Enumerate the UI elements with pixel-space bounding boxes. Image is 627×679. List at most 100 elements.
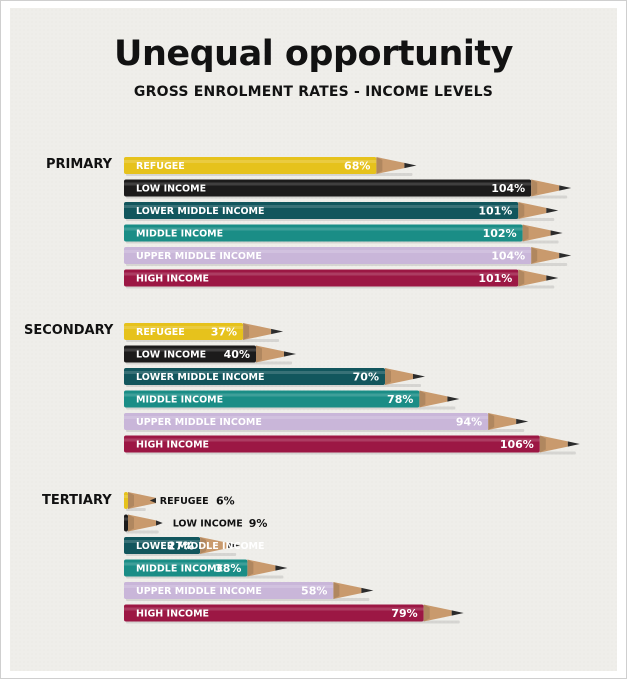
pencil-graphite-primary-lower-middle-income (546, 207, 559, 214)
pencil-highlight-primary-lower-middle-income (124, 205, 519, 208)
pencil-wood-edge-secondary-middle-income (419, 390, 426, 408)
value-label-secondary-middle-income: 78% (387, 393, 413, 406)
pencil-wood-edge-primary-lower-middle-income (518, 202, 525, 219)
pencil-body-primary-middle-income (124, 224, 523, 242)
pencil-highlight-tertiary-middle-income (124, 562, 248, 566)
value-label-secondary-refugee: 37% (211, 326, 237, 339)
pencil-highlight-secondary-refugee (124, 326, 244, 329)
pencil-wood-primary-low-income (531, 179, 560, 197)
chart-title: Unequal opportunity (114, 34, 513, 74)
pencil-wood-primary-high-income (518, 269, 547, 287)
pencil-wood-edge-tertiary-lower-middle-income (200, 537, 207, 554)
pencil-body-tertiary-refugee (124, 492, 128, 509)
pencil-highlight-secondary-high-income (124, 438, 540, 442)
pencil-graphite-primary-low-income (559, 185, 572, 191)
pencil-graphite-tertiary-middle-income (275, 565, 288, 571)
value-label-primary-upper-middle-income: 104% (491, 250, 525, 263)
value-label-tertiary-high-income: 79% (391, 607, 417, 620)
pencil-graphite-primary-upper-middle-income (559, 252, 572, 259)
category-label-primary-middle-income: MIDDLE INCOME (136, 229, 223, 240)
pencil-graphite-primary-refugee (404, 162, 417, 169)
pencil-wood-tertiary-high-income (423, 604, 452, 622)
category-label-secondary-low-income: LOW INCOME (136, 350, 206, 361)
pencil-highlight-secondary-low-income (124, 348, 256, 352)
pencil-graphite-secondary-middle-income (447, 396, 460, 402)
pencil-wood-primary-upper-middle-income (531, 247, 560, 264)
value-label-secondary-upper-middle-income: 94% (456, 416, 482, 429)
pencil-wood-edge-primary-low-income (531, 179, 538, 197)
pencil-body-primary-lower-middle-income (124, 202, 519, 219)
value-label-tertiary-lower-middle-income: 27% (168, 540, 194, 553)
category-label-secondary-refugee: REFUGEE (136, 327, 185, 338)
pencil-wood-edge-secondary-low-income (256, 345, 262, 363)
category-label-primary-refugee: REFUGEE (136, 161, 185, 172)
pencil-highlight-primary-middle-income (124, 227, 523, 231)
group-label-primary: PRIMARY (46, 157, 113, 172)
pencil-graphite-secondary-refugee (271, 328, 284, 335)
paper-background (10, 8, 617, 671)
category-label-tertiary-lower-middle-income: LOWER MIDDLE INCOME (136, 541, 264, 552)
pencil-body-tertiary-middle-income (124, 559, 248, 577)
pencil-wood-edge-primary-upper-middle-income (531, 247, 538, 264)
pencil-graphite-tertiary-high-income (451, 610, 464, 616)
category-label-primary-high-income: HIGH INCOME (136, 274, 209, 285)
value-label-primary-high-income: 101% (478, 272, 512, 285)
value-label-secondary-low-income: 40% (224, 348, 250, 361)
pencil-wood-edge-secondary-upper-middle-income (488, 413, 495, 430)
pencil-wood-edge-tertiary-refugee (128, 492, 134, 509)
value-label-primary-low-income: 104% (491, 182, 525, 195)
chart-subtitle: GROSS ENROLMENT RATES - INCOME LEVELS (133, 84, 494, 100)
category-label-secondary-upper-middle-income: UPPER MIDDLE INCOME (136, 417, 262, 428)
pencil-wood-edge-secondary-refugee (243, 323, 250, 340)
category-label-tertiary-high-income: HIGH INCOME (136, 609, 209, 620)
group-label-tertiary: TERTIARY (42, 493, 112, 508)
value-label-primary-middle-income: 102% (483, 227, 517, 240)
value-label-tertiary-refugee: 6% (216, 495, 235, 508)
category-label-primary-low-income: LOW INCOME (136, 184, 206, 195)
pencil-highlight-primary-upper-middle-income (124, 250, 532, 253)
pencil-body-tertiary-high-income (124, 604, 424, 622)
pencil-graphite-secondary-low-income (284, 351, 296, 357)
pencil-wood-secondary-refugee (243, 323, 272, 340)
value-label-tertiary-upper-middle-income: 58% (301, 585, 327, 598)
pencil-graphite-tertiary-upper-middle-income (361, 587, 374, 594)
category-label-primary-upper-middle-income: UPPER MIDDLE INCOME (136, 251, 262, 262)
value-label-tertiary-middle-income: 38% (215, 562, 241, 575)
pencil-graphite-primary-middle-income (550, 230, 563, 236)
pencil-wood-secondary-lower-middle-income (385, 368, 413, 385)
category-label-tertiary-upper-middle-income: UPPER MIDDLE INCOME (136, 586, 262, 597)
pencil-wood-primary-refugee (376, 157, 405, 174)
pencil-wood-secondary-upper-middle-income (488, 413, 517, 430)
pencil-graphite-secondary-lower-middle-income (413, 373, 425, 380)
pencil-body-tertiary-low-income (124, 514, 128, 532)
pencil-body-secondary-refugee (124, 323, 244, 340)
pencil-body-primary-high-income (124, 269, 519, 287)
pencil-graphite-primary-high-income (546, 275, 559, 281)
pencil-highlight-tertiary-refugee (124, 495, 128, 498)
pencil-wood-tertiary-lower-middle-income (200, 537, 229, 554)
pencil-wood-edge-primary-refugee (376, 157, 383, 174)
pencil-highlight-primary-low-income (124, 182, 532, 186)
pencil-shadow-tertiary-low-income (126, 530, 159, 534)
pencil-body-secondary-low-income (124, 345, 256, 363)
pencil-wood-tertiary-upper-middle-income (333, 582, 362, 599)
value-label-tertiary-low-income: 9% (249, 517, 268, 530)
pencil-shadow-tertiary-refugee (126, 508, 146, 511)
pencil-body-secondary-upper-middle-income (124, 413, 489, 430)
pencil-highlight-secondary-lower-middle-income (124, 371, 385, 374)
category-label-tertiary-low-income: LOW INCOME (173, 519, 243, 530)
pencil-wood-tertiary-refugee (128, 492, 156, 509)
category-label-primary-lower-middle-income: LOWER MIDDLE INCOME (136, 206, 264, 217)
pencil-graphite-tertiary-refugee (149, 497, 156, 504)
category-label-secondary-high-income: HIGH INCOME (136, 440, 209, 451)
pencil-wood-edge-tertiary-high-income (423, 604, 430, 622)
value-label-secondary-lower-middle-income: 70% (353, 371, 379, 384)
pencil-highlight-tertiary-upper-middle-income (124, 585, 334, 588)
pencil-graphite-tertiary-lower-middle-income (228, 542, 241, 549)
value-label-secondary-high-income: 106% (500, 438, 534, 451)
pencil-wood-secondary-middle-income (419, 390, 448, 408)
pencil-wood-primary-middle-income (522, 224, 551, 242)
pencil-highlight-secondary-middle-income (124, 393, 420, 397)
pencil-body-secondary-middle-income (124, 390, 420, 408)
